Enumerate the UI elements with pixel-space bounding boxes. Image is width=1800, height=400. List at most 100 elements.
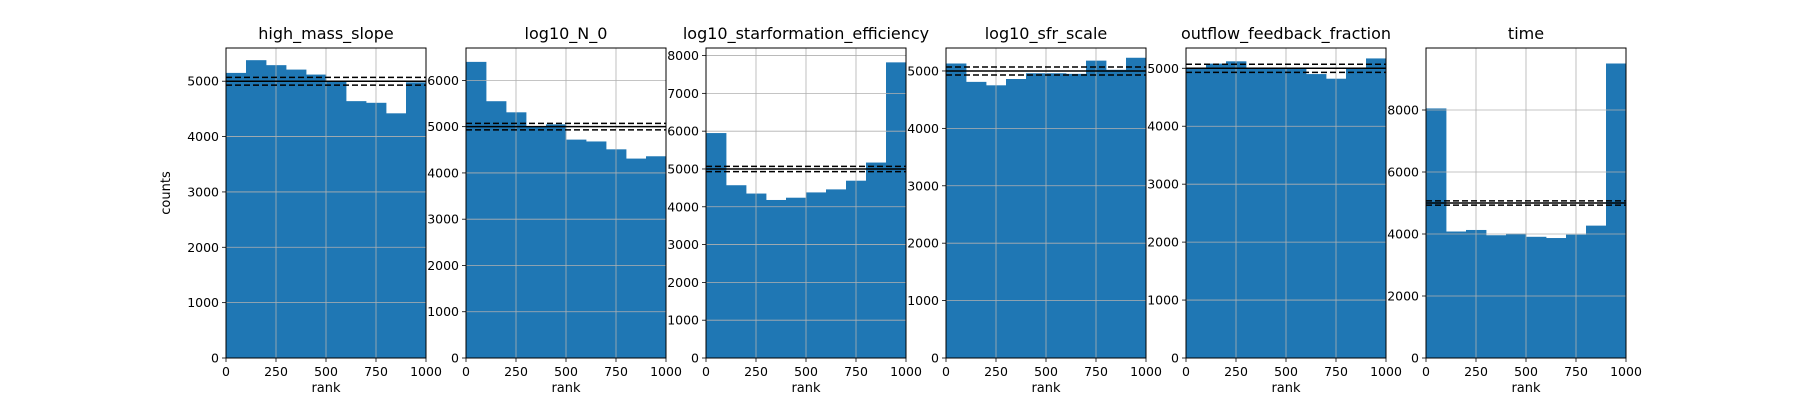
y-tick-label: 5000 — [427, 119, 459, 134]
y-tick-label: 6000 — [427, 73, 459, 88]
x-axis-label: rank — [1511, 381, 1541, 396]
y-tick-label: 2000 — [907, 236, 939, 251]
panel-log10-sfr-scale: log10_sfr_scale 0 250 500 750 1000 0 1000 2000 30… — [907, 24, 1162, 396]
histogram-bar — [466, 61, 487, 359]
y-tick-label: 1000 — [907, 293, 939, 308]
histogram-bar — [866, 162, 887, 358]
x-tick-label: 500 — [314, 364, 338, 379]
panel-time: time 0 250 500 750 1000 0 2000 4000 6000 8000 rank — [1387, 24, 1642, 396]
x-tick-label: 0 — [462, 364, 470, 379]
histogram-bar — [1286, 68, 1307, 359]
x-tick-label: 250 — [744, 364, 768, 379]
x-tick-label: 0 — [1422, 364, 1430, 379]
x-tick-label: 0 — [1182, 364, 1190, 379]
histogram-bar — [1246, 68, 1267, 359]
panel-title: time — [1508, 24, 1544, 43]
y-tick-label: 0 — [451, 351, 459, 366]
histogram-bar — [1526, 236, 1547, 358]
y-tick-label: 3000 — [907, 178, 939, 193]
histogram-bar — [1126, 57, 1147, 359]
histogram-bar — [826, 189, 847, 358]
x-tick-label: 750 — [1084, 364, 1108, 379]
y-tick-label: 1000 — [1147, 293, 1179, 308]
histogram-bar — [1206, 63, 1227, 358]
x-axis-label: rank — [1271, 381, 1301, 396]
x-tick-label: 500 — [1514, 364, 1538, 379]
histogram-bar — [806, 192, 827, 358]
histogram-bar — [726, 185, 747, 358]
x-tick-label: 750 — [844, 364, 868, 379]
histogram-bar — [766, 199, 787, 358]
histogram-bar — [486, 101, 507, 358]
x-tick-label: 750 — [364, 364, 388, 379]
histogram-bar — [566, 139, 587, 358]
y-tick-label: 3000 — [667, 237, 699, 252]
y-tick-label: 4000 — [427, 165, 459, 180]
x-axis-label: rank — [311, 381, 341, 396]
y-tick-label: 4000 — [1387, 227, 1419, 242]
histogram-bar — [1586, 225, 1607, 358]
y-tick-label: 2000 — [1147, 235, 1179, 250]
x-tick-label: 250 — [264, 364, 288, 379]
histogram-bar — [326, 81, 347, 358]
x-tick-label: 0 — [222, 364, 230, 379]
x-tick-label: 500 — [554, 364, 578, 379]
x-tick-label: 1000 — [1370, 364, 1402, 379]
panels-container: high_mass_slope 0 250 500 750 1000 0 1000 2000 30… — [187, 24, 1642, 396]
histogram-bar — [286, 69, 307, 358]
histogram-bar — [246, 60, 267, 359]
histogram-bar — [966, 81, 987, 359]
histogram-bar — [626, 158, 647, 358]
y-tick-label: 5000 — [907, 63, 939, 78]
histogram-bar — [1606, 63, 1627, 358]
panel-title: outflow_feedback_fraction — [1181, 24, 1391, 44]
histogram-bar — [346, 101, 367, 359]
histogram-bar — [226, 72, 247, 359]
y-tick-label: 6000 — [1387, 165, 1419, 180]
histogram-bar — [1026, 73, 1047, 358]
panel-high-mass-slope: high_mass_slope 0 250 500 750 1000 0 1000 2000 30… — [187, 24, 442, 396]
x-tick-label: 250 — [984, 364, 1008, 379]
y-tick-label: 0 — [211, 351, 219, 366]
y-tick-label: 7000 — [667, 86, 699, 101]
y-tick-label: 3000 — [1147, 177, 1179, 192]
panel-title: log10_sfr_scale — [985, 24, 1108, 44]
y-tick-label: 2000 — [187, 240, 219, 255]
panel-outflow-feedback-fraction: outflow_feedback_fraction 0 250 500 750 1000 0… — [1147, 24, 1402, 396]
y-tick-label: 1000 — [667, 313, 699, 328]
histogram-bar — [526, 126, 547, 359]
y-tick-label: 0 — [1411, 351, 1419, 366]
y-tick-label: 8000 — [1387, 103, 1419, 118]
x-tick-label: 1000 — [1610, 364, 1642, 379]
histogram-bar — [1546, 238, 1567, 358]
y-tick-label: 6000 — [667, 124, 699, 139]
histogram-bar — [886, 62, 907, 359]
histogram-bar — [1486, 235, 1507, 358]
histogram-bar — [946, 63, 967, 358]
histogram-bar — [786, 197, 807, 358]
y-tick-label: 4000 — [187, 129, 219, 144]
x-tick-label: 500 — [1274, 364, 1298, 379]
y-tick-label: 0 — [931, 351, 939, 366]
y-tick-label: 4000 — [907, 121, 939, 136]
histogram-bar — [646, 156, 667, 358]
x-tick-label: 750 — [1324, 364, 1348, 379]
histogram-bar — [1046, 73, 1067, 358]
y-tick-label: 5000 — [1147, 61, 1179, 76]
y-tick-label: 8000 — [667, 48, 699, 63]
x-tick-label: 500 — [794, 364, 818, 379]
x-tick-label: 1000 — [650, 364, 682, 379]
panel-title: high_mass_slope — [258, 24, 394, 44]
y-tick-label: 2000 — [1387, 289, 1419, 304]
y-tick-label: 1000 — [427, 304, 459, 319]
x-tick-label: 0 — [942, 364, 950, 379]
y-tick-label: 5000 — [667, 161, 699, 176]
histogram-bar — [306, 74, 327, 359]
x-axis-label: rank — [791, 381, 821, 396]
x-tick-label: 750 — [1564, 364, 1588, 379]
x-tick-label: 0 — [702, 364, 710, 379]
y-tick-label: 2000 — [667, 275, 699, 290]
x-tick-label: 750 — [604, 364, 628, 379]
histogram-bar — [1426, 108, 1447, 358]
